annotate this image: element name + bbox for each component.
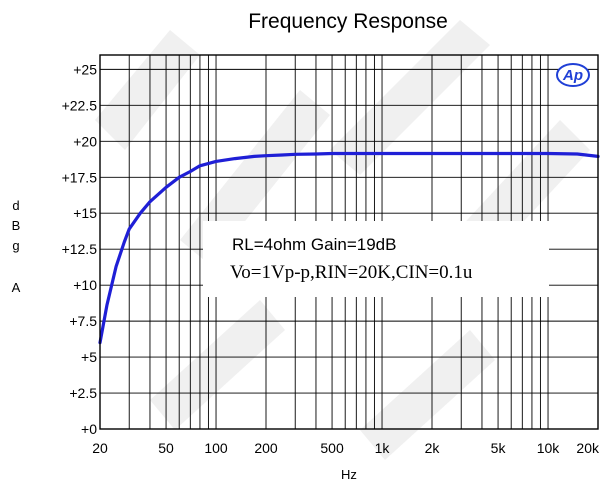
x-tick-label: 200 bbox=[254, 440, 278, 456]
y-tick-label: +7.5 bbox=[69, 313, 97, 329]
y-axis-label: dBg A bbox=[12, 198, 21, 295]
y-tick-label: +25 bbox=[73, 61, 97, 77]
x-tick-label: 500 bbox=[320, 440, 344, 456]
x-tick-label: 1k bbox=[375, 440, 391, 456]
y-tick-label: +20 bbox=[73, 133, 97, 149]
y-axis-label-char: A bbox=[12, 280, 21, 295]
x-axis-label: Hz bbox=[341, 467, 357, 482]
y-tick-label: +5 bbox=[81, 349, 97, 365]
y-tick-label: +0 bbox=[81, 421, 97, 437]
series-layer bbox=[98, 151, 600, 345]
x-tick-label: 2k bbox=[425, 440, 441, 456]
y-tick-labels: +0 +2.5 +5 +7.5 +10 +12.5 +15 +17.5 +20 +22.5 +25 bbox=[62, 61, 98, 437]
y-tick-label: +12.5 bbox=[62, 241, 98, 257]
plot-frame bbox=[99, 54, 599, 430]
chart-title: Frequency Response bbox=[248, 10, 448, 33]
annotation-line-1: RL=4ohm Gain=19dB bbox=[232, 235, 396, 254]
x-tick-label: 10k bbox=[537, 440, 561, 456]
x-tick-labels: 20 50 100 200 500 1k 2k 5k 10k 20k bbox=[92, 440, 600, 456]
y-axis-label-char: d bbox=[12, 198, 19, 213]
x-tick-label: 20 bbox=[92, 440, 108, 456]
y-axis-label-char: g bbox=[12, 238, 19, 253]
y-tick-label: +2.5 bbox=[69, 385, 97, 401]
y-axis-label-char: B bbox=[12, 218, 21, 233]
x-tick-label: 100 bbox=[204, 440, 228, 456]
x-tick-label: 50 bbox=[158, 440, 174, 456]
x-tick-label: 20k bbox=[576, 440, 600, 456]
y-tick-label: +22.5 bbox=[62, 97, 98, 113]
x-tick-label: 5k bbox=[491, 440, 507, 456]
ap-logo: Ap bbox=[556, 63, 590, 87]
annotation-box bbox=[203, 221, 549, 297]
y-tick-label: +17.5 bbox=[62, 169, 98, 185]
y-tick-label: +15 bbox=[73, 205, 97, 221]
logo-text: Ap bbox=[562, 67, 583, 84]
annotation-line-2: Vo=1Vp-p,RIN=20K,CIN=0.1u bbox=[230, 262, 473, 283]
series-line bbox=[98, 151, 600, 345]
logo-oval bbox=[556, 63, 590, 87]
y-tick-label: +10 bbox=[73, 277, 97, 293]
